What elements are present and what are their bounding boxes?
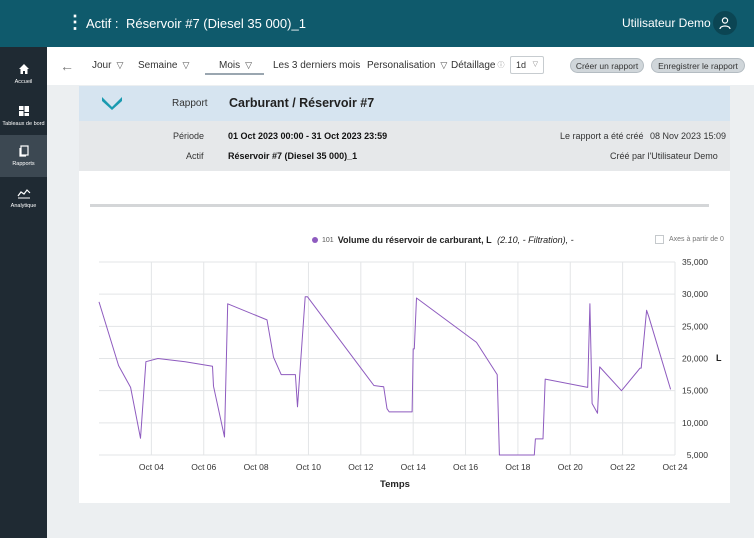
period-label: Période <box>173 131 205 141</box>
active-tab-indicator <box>205 73 264 75</box>
chevron-down-icon: ▽ <box>440 60 448 70</box>
user-name[interactable]: Utilisateur Demo <box>622 16 711 30</box>
sidebar-item-accueil[interactable]: Accueil <box>0 53 47 95</box>
tab-3-derniers-mois[interactable]: Les 3 derniers mois <box>273 60 361 71</box>
user-icon[interactable] <box>713 11 737 35</box>
sidebar: Accueil Tableaux de bord Rapports Analyt… <box>0 47 47 538</box>
tab-jour[interactable]: Jour ▽ <box>92 60 124 71</box>
kebab-menu-icon[interactable]: ⋮ <box>66 12 84 32</box>
y-tick-label: 5,000 <box>687 450 709 460</box>
x-tick-label: Oct 10 <box>296 462 321 472</box>
sidebar-item-label: Accueil <box>14 79 33 85</box>
x-tick-label: Oct 14 <box>401 462 426 472</box>
analytics-icon <box>17 189 30 199</box>
x-tick-label: Oct 22 <box>610 462 635 472</box>
axis-from-zero-checkbox[interactable] <box>655 235 664 244</box>
y-axis-label: L <box>716 353 722 363</box>
created-label: Le rapport a été créé <box>560 131 644 141</box>
asset-name[interactable]: Réservoir #7 (Diesel 35 000)_1 <box>126 16 306 31</box>
series-name: Volume du réservoir de carburant, L <box>337 235 492 245</box>
chart-panel <box>79 171 730 503</box>
chevron-down-icon: ▽ <box>116 60 124 70</box>
sidebar-item-label: Analytique <box>10 203 37 209</box>
x-tick-label: Oct 20 <box>558 462 583 472</box>
tab-personalisation[interactable]: Personalisation ▽ <box>367 60 448 71</box>
report-title: Carburant / Réservoir #7 <box>229 96 375 110</box>
y-tick-label: 15,000 <box>682 386 708 396</box>
x-tick-label: Oct 04 <box>139 462 164 472</box>
asset-label: Actif <box>186 151 204 161</box>
y-tick-label: 20,000 <box>682 354 708 364</box>
x-tick-label: Oct 12 <box>348 462 373 472</box>
create-report-button[interactable]: Créer un rapport <box>570 58 644 73</box>
series-detail: (2.10, - Filtration), - <box>497 235 574 245</box>
info-icon[interactable]: ⓘ <box>497 62 505 69</box>
x-axis-label: Temps <box>380 479 410 490</box>
dashboard-icon <box>18 106 29 116</box>
save-report-button[interactable]: Enregistrer le rapport <box>651 58 745 73</box>
x-tick-label: Oct 08 <box>244 462 269 472</box>
tab-semaine[interactable]: Semaine ▽ <box>138 60 190 71</box>
x-tick-label: Oct 06 <box>191 462 216 472</box>
chevron-down-icon: ▽ <box>245 60 253 70</box>
y-tick-label: 10,000 <box>682 418 708 428</box>
divider <box>90 204 709 207</box>
period-value: 01 Oct 2023 00:00 - 31 Oct 2023 23:59 <box>228 131 388 141</box>
sidebar-item-tableaux-de-bord[interactable]: Tableaux de bord <box>0 95 47 137</box>
asset-value: Réservoir #7 (Diesel 35 000)_1 <box>228 151 358 161</box>
home-icon <box>18 64 29 74</box>
chevron-down-icon: ▽ <box>532 61 538 68</box>
sidebar-item-label: Rapports <box>12 161 35 167</box>
report-type-label: Rapport <box>172 98 208 109</box>
y-tick-label: 35,000 <box>682 257 708 267</box>
collapse-chevron-icon[interactable] <box>101 95 123 111</box>
x-tick-label: Oct 16 <box>453 462 478 472</box>
detail-select[interactable]: 1d ▽ <box>510 56 544 74</box>
created-by: Créé par l'Utilisateur Demo <box>610 151 718 161</box>
series-id: 101 <box>322 236 334 244</box>
chevron-down-icon: ▽ <box>182 60 190 70</box>
series-line <box>98 296 672 456</box>
x-tick-label: Oct 18 <box>505 462 530 472</box>
tab-mois[interactable]: Mois ▽ <box>219 60 253 71</box>
x-tick-label: Oct 24 <box>662 462 687 472</box>
sidebar-item-analytique[interactable]: Analytique <box>0 177 47 219</box>
sidebar-item-rapports[interactable]: Rapports <box>0 135 47 177</box>
report-header: Rapport Carburant / Réservoir #7 <box>79 86 730 121</box>
created-date: 08 Nov 2023 15:09 <box>650 131 727 141</box>
y-tick-label: 25,000 <box>682 321 708 331</box>
y-tick-label: 30,000 <box>682 289 708 299</box>
series-color-dot <box>312 237 318 243</box>
detail-label: Détaillage ⓘ <box>451 60 505 71</box>
arrow-left-icon[interactable]: ← <box>60 58 74 74</box>
reports-icon <box>18 145 29 157</box>
top-bar: ⋮ Actif : Réservoir #7 (Diesel 35 000)_1… <box>0 0 754 47</box>
axis-from-zero-label: Axes à partir de 0 <box>669 236 724 243</box>
sidebar-item-label: Tableaux de bord <box>2 121 45 127</box>
asset-label: Actif : <box>86 16 119 31</box>
chart-legend[interactable]: 101 Volume du réservoir de carburant, L … <box>312 235 574 245</box>
